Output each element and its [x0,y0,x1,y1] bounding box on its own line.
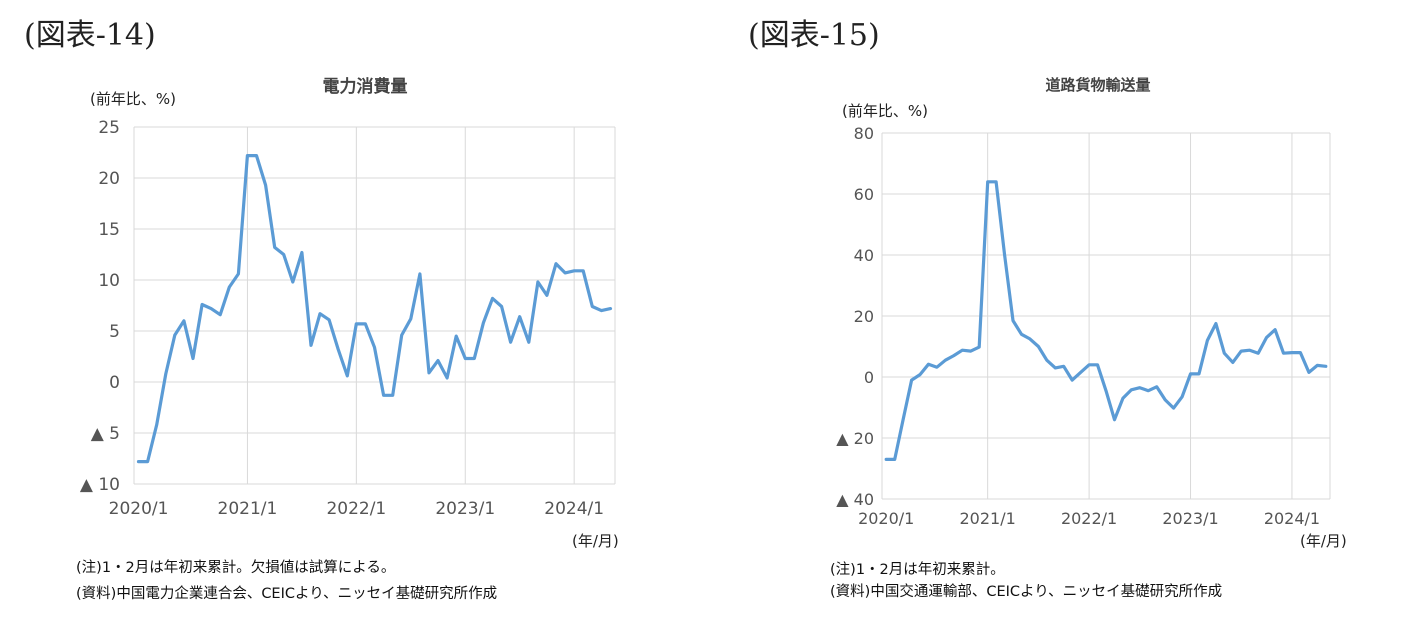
y-tick-label: ▲ 10 [80,475,120,495]
y-tick-label: 60 [854,185,874,204]
y-tick-label: ▲ 40 [836,490,874,509]
y-tick-label: 25 [98,118,120,138]
x-tick-label: 2023/1 [435,499,495,519]
y-tick-label: 15 [98,220,120,240]
source-left: (資料)中国電力企業連合会、CEICより、ニッセイ基礎研究所作成 [76,586,498,602]
y-tick-label: 5 [109,322,120,342]
chart-title-left: 電力消費量 [322,77,408,97]
y-tick-label: 20 [98,169,120,189]
series-line [136,154,613,464]
chart-title-right: 道路貨物輸送量 [1045,76,1151,94]
x-tick-label: 2024/1 [544,499,604,519]
y-tick-label: 10 [98,271,120,291]
x-tick-label: 2023/1 [1162,509,1218,528]
series-line [884,180,1328,461]
figure-label-left: (図表-14) [24,18,156,53]
x-tick-label: 2020/1 [858,509,914,528]
y-tick-label: 20 [854,307,874,326]
note-right: (注)1・2月は年初来累計。 [830,562,1005,578]
x-tick-label: 2021/1 [960,509,1016,528]
line-chart-electricity: 25 20 15 10 5 0 ▲ 5 ▲ 10 2020/1 2021/1 2022/1 2023/… [80,118,616,519]
x-tick-label: 2024/1 [1264,509,1320,528]
x-unit-right: (年/月) [1300,532,1347,550]
source-right: (資料)中国交通運輸部、CEICより、ニッセイ基礎研究所作成 [830,584,1223,600]
y-tick-label: 0 [864,368,874,387]
x-tick-label: 2021/1 [218,499,278,519]
y-tick-label: ▲ 20 [836,429,874,448]
y-tick-label: ▲ 5 [91,424,120,444]
x-tick-label: 2020/1 [109,499,169,519]
figure-label-right: (図表-15) [748,18,880,53]
y-tick-label: 40 [854,246,874,265]
x-unit-left: (年/月) [572,532,619,550]
x-tick-label: 2022/1 [326,499,386,519]
unit-label-left: (前年比、%) [90,90,176,108]
y-tick-label: 0 [109,373,120,393]
y-tick-label: 80 [854,124,874,143]
x-tick-label: 2022/1 [1061,509,1117,528]
unit-label-right: (前年比、%) [842,102,928,120]
note-left: (注)1・2月は年初来累計。欠損値は試算による。 [76,560,396,576]
